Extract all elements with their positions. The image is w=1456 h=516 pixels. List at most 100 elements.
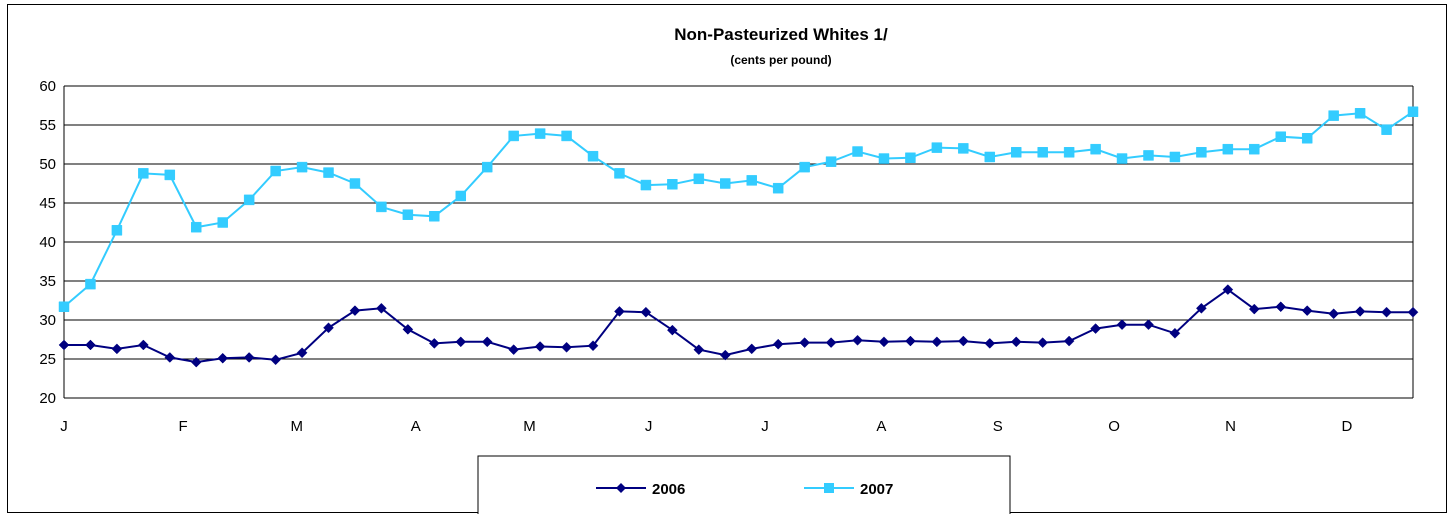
x-tick-label: O: [1108, 418, 1120, 435]
data-point-2007: [349, 178, 361, 189]
data-point-2006: [852, 334, 863, 346]
data-point-2007: [931, 142, 943, 153]
data-point-2006: [1407, 306, 1419, 318]
x-tick-label: A: [876, 418, 886, 435]
data-point-2006: [614, 306, 625, 317]
data-point-2007: [429, 211, 440, 222]
data-point-2006: [667, 324, 678, 336]
data-point-2007: [402, 209, 414, 220]
data-point-2007: [138, 168, 149, 179]
data-point-2007: [878, 153, 890, 164]
data-point-2006: [164, 352, 176, 363]
data-point-2007: [481, 161, 493, 173]
data-point-2006: [428, 338, 440, 349]
x-tick-label: M: [523, 418, 536, 435]
y-tick-label: 35: [39, 273, 56, 290]
y-tick-label: 50: [39, 156, 56, 173]
data-point-2007: [1381, 124, 1392, 135]
series-line-2006: [64, 288, 1413, 364]
data-point-2006: [640, 306, 652, 318]
series-2007: [58, 106, 1419, 312]
chart-frame: Non-Pasteurized Whites 1/ (cents per pou…: [7, 4, 1447, 514]
data-point-2007: [111, 225, 123, 236]
data-point-2006: [1169, 327, 1181, 339]
x-tick-label: F: [178, 418, 187, 435]
legend-label-2006: 2006: [652, 481, 685, 498]
legend-box: [477, 455, 1011, 514]
legend-marker-2006: [616, 483, 626, 493]
data-point-2007: [1407, 106, 1419, 117]
data-point-2006: [905, 335, 916, 347]
data-point-2006: [1037, 337, 1049, 348]
data-point-2006: [243, 352, 255, 363]
data-point-2007: [772, 182, 784, 194]
y-tick-labels: 20 25 30 35 40 45 50 55 60: [39, 78, 56, 407]
data-point-2007: [561, 130, 572, 142]
x-tick-label: J: [645, 418, 653, 435]
data-point-2006: [746, 343, 758, 355]
data-point-2007: [1143, 150, 1154, 161]
data-point-2006: [825, 337, 837, 348]
data-point-2007: [85, 278, 96, 290]
data-point-2006: [878, 336, 890, 348]
y-tick-label: 40: [39, 234, 56, 251]
legend-label-2007: 2007: [860, 481, 893, 498]
data-point-2007: [1169, 151, 1181, 163]
data-point-2006: [1381, 306, 1392, 318]
data-point-2007: [191, 221, 202, 233]
data-point-2006: [1275, 301, 1287, 313]
data-point-2006: [508, 344, 520, 355]
x-tick-label: D: [1341, 418, 1352, 435]
data-point-2006: [1090, 323, 1101, 334]
data-point-2006: [376, 302, 387, 314]
data-point-2006: [1328, 308, 1340, 320]
data-point-2006: [957, 335, 969, 347]
data-point-2007: [1196, 147, 1207, 158]
data-point-2006: [1010, 336, 1022, 348]
data-point-2006: [1143, 319, 1154, 331]
data-point-2007: [1328, 110, 1339, 121]
chart-title: Non-Pasteurized Whites 1/: [674, 25, 888, 44]
data-point-2007: [1037, 147, 1048, 158]
data-point-2007: [958, 143, 969, 154]
data-point-2006: [1116, 319, 1128, 331]
data-point-2007: [164, 169, 176, 181]
data-point-2007: [614, 168, 625, 179]
data-point-2007: [243, 194, 255, 206]
data-point-2006: [984, 338, 996, 349]
data-point-2006: [1222, 284, 1234, 295]
data-point-2006: [1301, 305, 1313, 316]
data-point-2006: [137, 339, 149, 351]
x-tick-label: J: [60, 418, 68, 435]
data-point-2006: [1354, 306, 1366, 317]
data-point-2007: [1354, 108, 1366, 119]
data-point-2006: [534, 341, 546, 352]
x-tick-label: J: [761, 418, 769, 435]
data-point-2007: [1222, 143, 1234, 155]
data-point-2006: [481, 336, 493, 348]
data-point-2007: [1301, 133, 1313, 144]
data-point-2006: [296, 347, 308, 359]
data-point-2006: [1196, 302, 1207, 314]
data-point-2007: [825, 156, 837, 167]
series-lines: [58, 106, 1419, 368]
y-tick-label: 30: [39, 312, 56, 329]
data-point-2007: [296, 161, 308, 173]
data-point-2007: [693, 173, 705, 185]
data-point-2006: [270, 354, 281, 366]
y-tick-label: 60: [39, 78, 56, 95]
x-tick-label: S: [993, 418, 1003, 435]
data-point-2007: [640, 179, 652, 191]
data-point-2007: [455, 190, 467, 202]
legend-marker-2007: [824, 483, 834, 493]
data-point-2006: [455, 336, 467, 348]
data-point-2006: [349, 305, 361, 316]
data-point-2007: [1010, 147, 1022, 158]
data-point-2006: [190, 356, 202, 368]
y-tick-label: 20: [39, 390, 56, 407]
data-point-2007: [58, 301, 70, 312]
data-point-2007: [587, 150, 599, 162]
series-line-2007: [63, 110, 1414, 308]
data-point-2007: [667, 179, 678, 190]
data-point-2007: [376, 201, 387, 213]
